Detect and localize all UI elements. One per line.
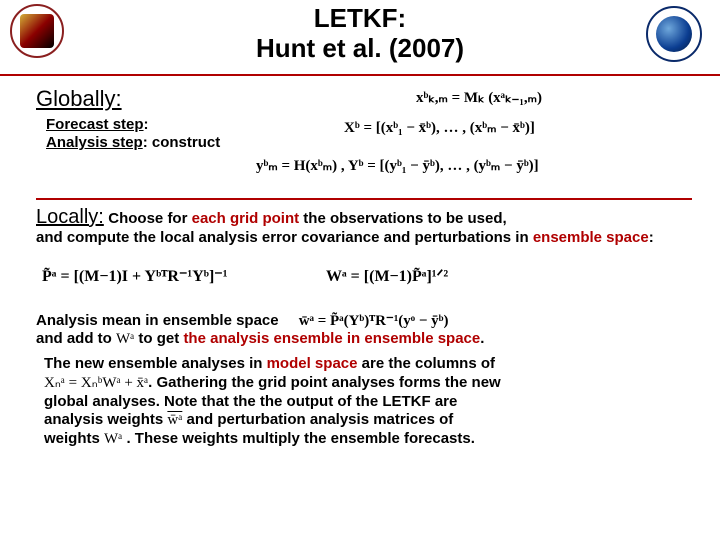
final-paragraph: The new ensemble analyses in model space… <box>36 355 692 449</box>
slide-header: LETKF: Hunt et al. (2007) <box>0 0 720 72</box>
equation-yb: yᵇₘ = H(xᵇₘ) , Yᵇ = [(yᵇ₁ − ȳᵇ), … , (yᵇ… <box>256 156 539 175</box>
title-line1: LETKF: <box>0 4 720 34</box>
equation-pa: P̃ᵃ = [(M−1)I + YᵇᵀR⁻¹Yᵇ]⁻¹ <box>42 266 228 286</box>
globally-section: Globally: Forecast step: Analysis step: … <box>36 86 692 192</box>
forecast-step-text: Forecast step <box>46 116 144 133</box>
analysis-step-text: Analysis step <box>46 134 143 151</box>
symbol-W-a: Wᵃ <box>104 431 122 447</box>
title-line2: Hunt et al. (2007) <box>0 34 720 64</box>
equation-xb: Xᵇ = [(xᵇ₁ − x̄ᵇ), … , (xᵇₘ − x̄ᵇ)] <box>344 118 535 137</box>
symbol-wbar-a: w̄ᵃ <box>167 412 182 428</box>
locally-heading: Locally: <box>36 206 104 228</box>
equation-xna: Xₙᵃ = XₙᵇWᵃ + x̄ᵃ <box>44 375 148 391</box>
slide-content: Globally: Forecast step: Analysis step: … <box>0 86 720 449</box>
equation-forecast: xᵇₖ,ₘ = Mₖ (xᵃₖ₋₁,ₘ) <box>416 88 542 107</box>
equation-wa: Wᵃ = [(M−1)P̃ᵃ]¹ᐟ² <box>326 266 448 286</box>
divider-mid <box>36 198 692 200</box>
divider-top <box>0 74 720 76</box>
analysis-mean-block: Analysis mean in ensemble space w̄ᵃ = P̃… <box>36 312 692 350</box>
jcsda-logo <box>646 6 702 62</box>
locally-line1: Choose for each grid point the observati… <box>108 210 506 227</box>
locally-line2: and compute the local analysis error cov… <box>36 229 692 248</box>
umd-logo <box>10 4 64 58</box>
globally-heading: Globally: <box>36 86 692 112</box>
symbol-Wa: Wᵃ <box>116 331 134 347</box>
equation-mean: w̄ᵃ = P̃ᵃ(Yᵇ)ᵀR⁻¹(yᵒ − ȳᵇ) <box>299 313 449 329</box>
equation-block-pa-wa: P̃ᵃ = [(M−1)I + YᵇᵀR⁻¹Yᵇ]⁻¹ Wᵃ = [(M−1)P… <box>36 252 692 308</box>
locally-section: Locally: Choose for each grid point the … <box>36 206 692 248</box>
